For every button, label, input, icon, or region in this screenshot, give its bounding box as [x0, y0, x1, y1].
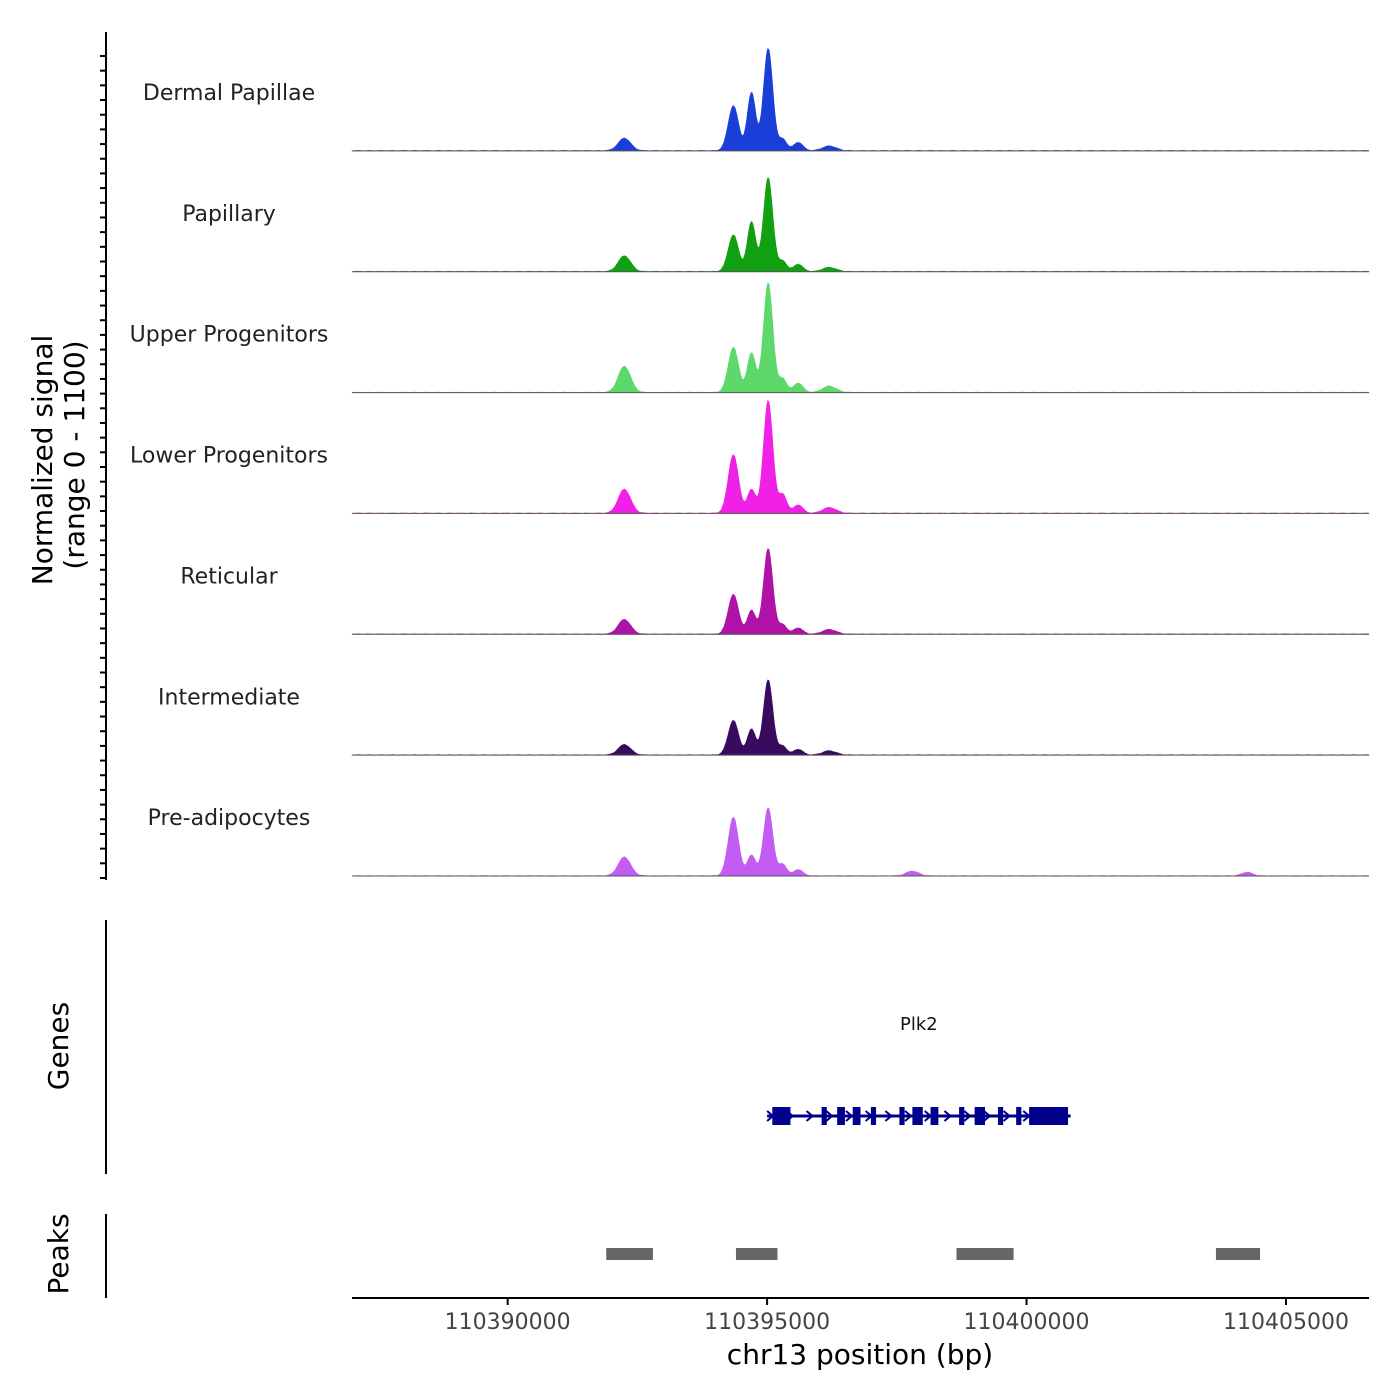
- coverage-area: [351, 177, 1370, 273]
- gene-plk2: Plk2: [766, 1014, 1071, 1125]
- gene-track: Plk2: [105, 920, 1071, 1174]
- gene-exon: [930, 1107, 939, 1125]
- coverage-area: [351, 807, 1370, 877]
- coverage-area: [351, 548, 1370, 635]
- strand-arrow: [884, 1110, 893, 1122]
- peak-region: [956, 1248, 1014, 1260]
- gene-exon: [772, 1107, 791, 1125]
- peaks-track: [105, 1214, 1261, 1298]
- gene-exon: [870, 1107, 877, 1125]
- coverage-tracks: Dermal Papillae Papillary Upper Progenitor…: [100, 32, 1370, 880]
- gene-exon: [1016, 1107, 1022, 1125]
- strand-arrow: [845, 1110, 854, 1122]
- track-reticular: Reticular: [180, 548, 1370, 635]
- coverage-area: [351, 400, 1370, 514]
- gene-label: Plk2: [900, 1014, 938, 1035]
- strand-arrow: [864, 1110, 874, 1122]
- gene-exon: [837, 1107, 845, 1125]
- track-lower-progenitors: Lower Progenitors: [130, 400, 1370, 514]
- gene-exon: [959, 1107, 965, 1125]
- track-upper-progenitors: Upper Progenitors: [130, 282, 1370, 394]
- track-label: Upper Progenitors: [130, 323, 329, 348]
- strand-arrow: [1062, 1110, 1071, 1122]
- genes-axis-label: Genes: [42, 1002, 75, 1090]
- strand-arrow: [786, 1110, 795, 1122]
- strand-arrow: [825, 1110, 834, 1122]
- x-tick-label: 110390000: [445, 1310, 571, 1335]
- gene-exon: [821, 1107, 827, 1125]
- track-papillary: Papillary: [182, 177, 1370, 273]
- x-tick-label: 110405000: [1223, 1310, 1349, 1335]
- strand-arrow: [1022, 1110, 1031, 1122]
- track-dermal-papillae: Dermal Papillae: [143, 47, 1370, 152]
- peak-region: [735, 1248, 778, 1260]
- peaks-axis-label: Peaks: [42, 1213, 75, 1294]
- coverage-area: [351, 679, 1370, 756]
- gene-exon: [852, 1107, 861, 1125]
- strand-arrow: [904, 1110, 913, 1122]
- strand-arrow: [943, 1110, 952, 1122]
- track-label: Intermediate: [158, 685, 300, 710]
- coverage-area: [351, 282, 1370, 394]
- track-label: Reticular: [180, 564, 278, 589]
- track-label: Pre-adipocytes: [148, 806, 311, 831]
- x-axis: 110390000 110395000 110400000 110405000: [352, 1297, 1369, 1335]
- track-intermediate: Intermediate: [158, 679, 1370, 756]
- track-label: Lower Progenitors: [130, 444, 328, 469]
- strand-arrow: [1002, 1110, 1012, 1122]
- track-label: Dermal Papillae: [143, 81, 315, 106]
- strand-arrow: [963, 1110, 972, 1122]
- gene-exon: [998, 1107, 1004, 1125]
- x-tick-label: 110400000: [964, 1310, 1090, 1335]
- gene-exon: [974, 1107, 986, 1125]
- gene-exon: [912, 1107, 923, 1125]
- strand-arrow: [924, 1110, 933, 1122]
- track-label: Papillary: [182, 202, 276, 227]
- strand-arrow: [766, 1110, 775, 1122]
- y-axis-range-label: (range 0 - 1100): [58, 340, 91, 569]
- strand-arrow: [1042, 1110, 1051, 1122]
- track-pre-adipocytes: Pre-adipocytes: [148, 806, 1370, 877]
- x-axis-label: chr13 position (bp): [727, 1338, 993, 1371]
- x-tick-label: 110395000: [704, 1310, 830, 1335]
- strand-arrow: [983, 1110, 992, 1122]
- y-axis-label: Normalized signal: [26, 335, 59, 586]
- gene-exon: [899, 1107, 905, 1125]
- peak-region: [606, 1248, 653, 1260]
- coverage-area: [351, 47, 1370, 152]
- peak-region: [1215, 1248, 1261, 1260]
- strand-arrow: [805, 1110, 815, 1122]
